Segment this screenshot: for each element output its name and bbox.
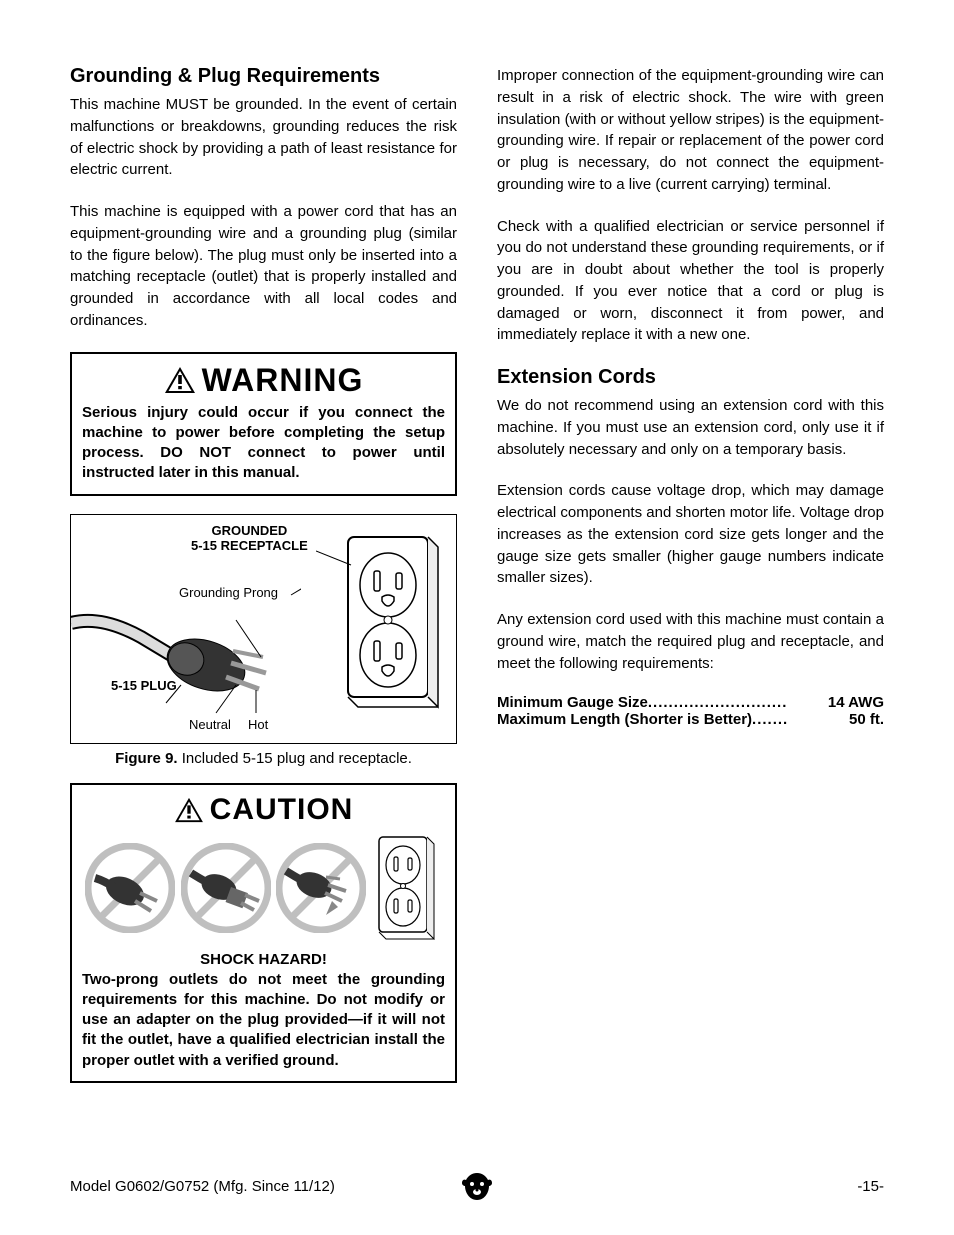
para-grounding-1: This machine MUST be grounded. In the ev… [70, 94, 457, 181]
spec-max-length: Maximum Length (Shorter is Better) .....… [497, 711, 884, 728]
label-receptacle: GROUNDED5-15 RECEPTACLE [191, 523, 308, 554]
para-ext-2: Extension cords cause voltage drop, whic… [497, 480, 884, 589]
spec-min-gauge: Minimum Gauge Size .....................… [497, 694, 884, 711]
receptacle-icon [346, 535, 441, 710]
two-prong-outlet-icon [372, 835, 442, 940]
para-ext-3: Any extension cord used with this machin… [497, 609, 884, 674]
spec-min-gauge-value: 14 AWG [828, 694, 884, 711]
caution-text: Two-prong outlets do not meet the ground… [82, 970, 445, 1071]
warning-word: WARNING [202, 362, 364, 399]
receptacle-pointer [316, 547, 356, 567]
page-footer: Model G0602/G0752 (Mfg. Since 11/12) -15… [70, 1178, 884, 1195]
warning-box: WARNING Serious injury could occur if yo… [70, 352, 457, 496]
figure-caption-text: Included 5-15 plug and receptacle. [178, 750, 412, 767]
figure-plug-receptacle: GROUNDED5-15 RECEPTACLE Grounding Prong … [70, 514, 457, 744]
caution-triangle-icon [174, 797, 204, 823]
bear-logo-icon [460, 1170, 494, 1204]
para-improper-connection: Improper connection of the equipment-gro… [497, 65, 884, 196]
caution-label: CAUTION [82, 793, 445, 827]
warning-triangle-icon [164, 366, 196, 394]
spec-max-length-value: 50 ft. [849, 711, 884, 728]
footer-page-number: -15- [857, 1178, 884, 1195]
caution-box: CAUTION [70, 783, 457, 1083]
para-ext-1: We do not recommend using an extension c… [497, 395, 884, 460]
spec-dots-2: ....... [752, 711, 849, 728]
shock-hazard-title: SHOCK HAZARD! [82, 951, 445, 968]
spec-min-gauge-label: Minimum Gauge Size [497, 694, 648, 711]
figure-number: Figure 9. [115, 750, 178, 767]
caution-graphics [82, 833, 445, 943]
plug-icon [71, 585, 301, 725]
heading-grounding: Grounding & Plug Requirements [70, 65, 457, 88]
para-check-electrician: Check with a qualified electrician or se… [497, 216, 884, 347]
figure-caption: Figure 9. Included 5-15 plug and recepta… [70, 750, 457, 767]
spec-max-length-label: Maximum Length (Shorter is Better) [497, 711, 752, 728]
spec-dots: ........................... [648, 694, 828, 711]
prohibit-two-prong-icon [85, 843, 175, 933]
heading-extension-cords: Extension Cords [497, 366, 884, 389]
warning-label: WARNING [82, 362, 445, 399]
warning-text: Serious injury could occur if you connec… [82, 403, 445, 484]
prohibit-adapter-icon [181, 843, 271, 933]
footer-model: Model G0602/G0752 (Mfg. Since 11/12) [70, 1178, 335, 1195]
caution-word: CAUTION [210, 793, 354, 827]
para-grounding-2: This machine is equipped with a power co… [70, 201, 457, 332]
prohibit-cut-ground-icon [276, 843, 366, 933]
